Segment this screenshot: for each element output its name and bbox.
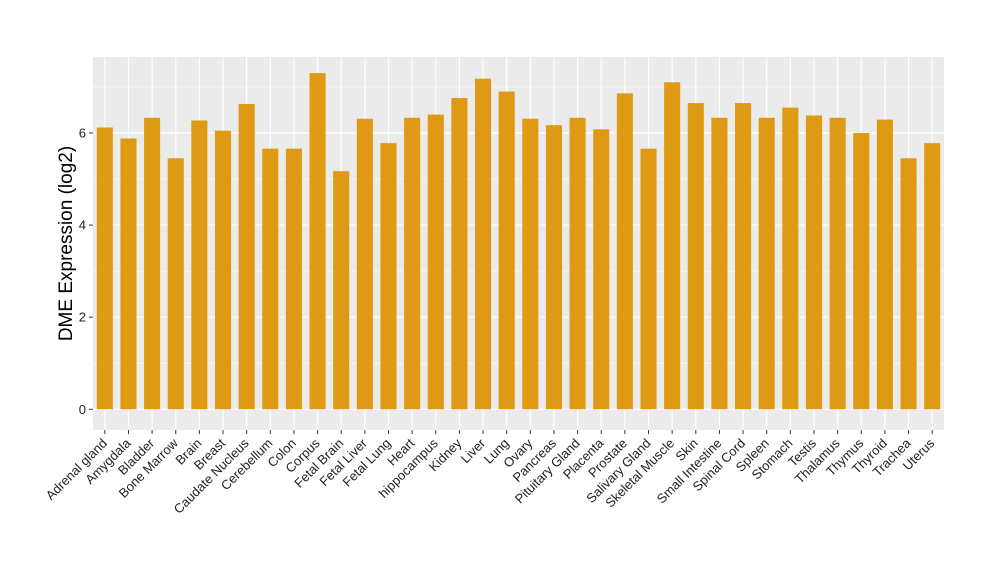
bar-caudate-nucleus <box>238 103 255 410</box>
bar-kidney <box>451 97 468 410</box>
bar-fetal-brain <box>333 171 350 410</box>
bar-spinal-cord <box>735 103 752 410</box>
minor-gridlines <box>93 86 944 364</box>
bar-bladder <box>144 117 161 410</box>
bar-ovary <box>522 118 539 410</box>
y-tick-label: 6 <box>79 125 86 140</box>
bar-skeletal-muscle <box>664 82 681 410</box>
bar-lung <box>498 91 515 410</box>
y-tick-label: 4 <box>79 218 86 233</box>
bar-pancreas <box>545 125 562 410</box>
y-axis: 0 2 4 6 <box>79 125 93 417</box>
bar-brain <box>191 120 208 410</box>
bar-corpus <box>309 73 326 410</box>
y-axis-title: DME Expression (log2) <box>56 146 77 341</box>
bar-hippocampus <box>427 114 444 410</box>
bar-small-intestine <box>711 117 728 410</box>
plot-panel <box>93 57 944 430</box>
bar-breast <box>214 130 232 410</box>
bars <box>96 73 941 410</box>
bar-thyroid <box>876 119 893 410</box>
bar-bone-marrow <box>167 158 184 410</box>
x-tick-label: Liver <box>458 435 489 466</box>
bar-colon <box>285 148 302 410</box>
bar-salivary-gland <box>640 148 657 410</box>
y-tick-label: 2 <box>79 310 86 325</box>
bar-fetal-lung <box>380 143 397 410</box>
bar-pituitary-gland <box>569 117 586 410</box>
bar-uterus <box>924 143 941 410</box>
bar-adrenal-gland <box>96 127 113 410</box>
bar-amygdala <box>120 138 137 410</box>
bar-spleen <box>758 117 775 410</box>
bar-fetal-liver <box>356 118 373 410</box>
bar-placenta <box>593 129 610 410</box>
bar-thymus <box>853 132 870 410</box>
y-tick-label: 0 <box>79 402 86 417</box>
bar-trachea <box>900 158 917 410</box>
bar-liver <box>475 78 492 410</box>
bar-testis <box>805 115 823 410</box>
bar-heart <box>404 117 421 410</box>
bar-cerebellum <box>262 148 279 410</box>
bar-prostate <box>616 93 633 410</box>
bar-stomach <box>782 107 799 410</box>
bar-skin <box>687 103 704 410</box>
bar-thalamus <box>829 117 846 410</box>
